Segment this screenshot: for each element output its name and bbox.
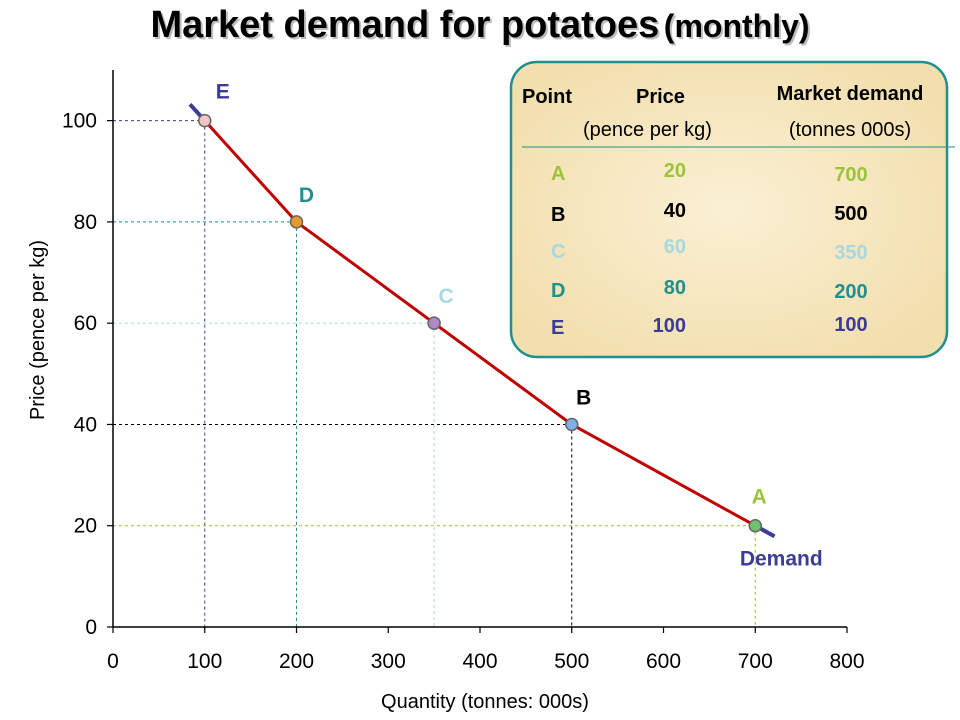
y-tick-label: 40 [74,413,97,436]
table-cell-point: A [551,163,565,185]
table-cell-point: C [551,241,565,263]
point-c [427,316,441,330]
point-e [198,113,212,128]
table-header-point: Point [522,86,572,108]
x-axis-label: Quantity (tonnes: 000s) [381,691,589,713]
table-header-price-unit: (pence per kg) [583,119,712,141]
y-tick-label: 0 [85,616,97,639]
table-box [509,60,949,359]
table-cell-point: E [551,317,564,339]
demand-schedule-table: Point Price (pence per kg) Market demand (to… [509,60,955,359]
table-cell-price: 100 [653,315,686,337]
x-tick-label: 500 [554,650,589,673]
x-tick-label: 600 [646,650,681,673]
point-label-e: E [216,81,230,104]
table-header-demand-unit: (tonnes 000s) [789,119,911,141]
y-axis-label: Price (pence per kg) [27,240,49,420]
chart-title: Market demand for potatoes (monthly) [0,4,960,47]
axes: 0 20 40 60 80 100 0 100 200 300 400 500 600 700 800 [62,70,865,673]
point-label-a: A [752,486,767,509]
point-label-c: C [439,285,454,308]
table-cell-demand: 200 [834,281,867,303]
x-tick-label: 200 [279,650,314,673]
table-cell-price: 40 [664,200,686,222]
guide-lines [113,120,756,627]
x-tick-label: 800 [829,650,864,673]
point-label-d: D [299,184,314,207]
table-cell-point: D [551,280,565,302]
table-cell-price: 80 [664,277,686,299]
table-cell-demand: 100 [834,314,867,336]
chart-title-main: Market demand for potatoes [150,4,660,46]
table-header-demand: Market demand [777,83,924,105]
point-a [748,518,762,533]
demand-curve-label: Demand [740,548,823,571]
point-label-b: B [576,386,591,409]
table-cell-point: B [551,204,565,226]
table-cell-demand: 500 [834,203,867,225]
x-tick-label: 100 [187,650,222,673]
x-tick-label: 300 [371,650,406,673]
table-cell-demand: 700 [834,164,867,186]
y-tick-label: 100 [62,110,97,133]
y-tick-label: 60 [74,312,97,335]
table-cell-price: 20 [664,160,686,182]
y-tick-label: 80 [74,211,97,234]
x-tick-label: 700 [738,650,773,673]
table-header-price: Price [636,86,685,108]
x-tick-label: 400 [462,650,497,673]
y-tick-label: 20 [74,515,97,538]
chart-title-suffix: (monthly) [663,8,810,44]
x-tick-label: 0 [107,650,119,673]
point-d [289,215,304,229]
table-cell-demand: 350 [834,242,867,264]
table-cell-price: 60 [664,236,686,258]
point-b [565,417,579,432]
